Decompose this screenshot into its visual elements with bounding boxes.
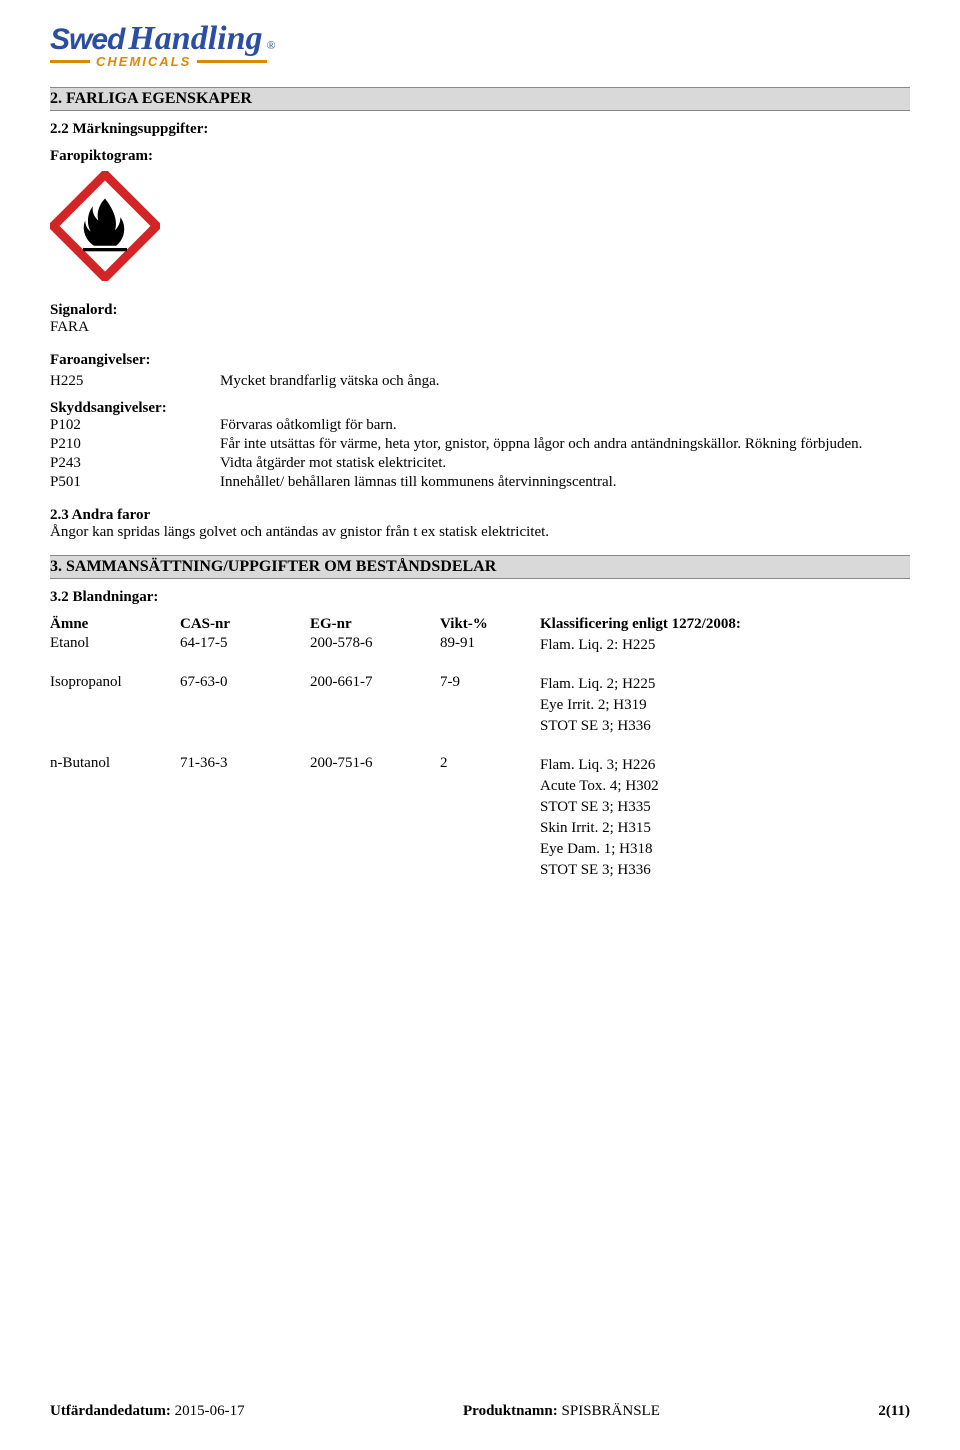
precaution-row: P501 Innehållet/ behållaren lämnas till … xyxy=(50,474,910,491)
precaution-code: P210 xyxy=(50,436,220,453)
logo-registered: ® xyxy=(267,38,276,53)
precaution-row: P210 Får inte utsättas för värme, heta y… xyxy=(50,436,910,453)
precaution-text: Innehållet/ behållaren lämnas till kommu… xyxy=(220,474,910,491)
table-row: Etanol 64-17-5 200-578-6 89-91 Flam. Liq… xyxy=(50,635,910,656)
brand-logo: Swed Handling ® CHEMICALS xyxy=(50,20,910,69)
cell-eg: 200-751-6 xyxy=(310,755,440,772)
precaution-row: P102 Förvaras oåtkomligt för barn. xyxy=(50,417,910,434)
andra-faror-text: Ångor kan spridas längs golvet och antän… xyxy=(50,524,910,541)
section-2-header: 2. FARLIGA EGENSKAPER xyxy=(50,87,910,111)
klass-line: Flam. Liq. 2: H225 xyxy=(540,635,910,656)
table-header-row: Ämne CAS-nr EG-nr Vikt-% Klassificering … xyxy=(50,616,910,633)
signalord-label: Signalord: xyxy=(50,302,910,319)
faroangivelser-label: Faroangivelser: xyxy=(50,352,910,369)
cell-vikt: 7-9 xyxy=(440,674,540,691)
hazard-code: H225 xyxy=(50,373,220,390)
footer-date-value: 2015-06-17 xyxy=(175,1403,245,1419)
cell-eg: 200-578-6 xyxy=(310,635,440,652)
precaution-code: P501 xyxy=(50,474,220,491)
section-3-header: 3. SAMMANSÄTTNING/UPPGIFTER OM BESTÅNDSD… xyxy=(50,555,910,579)
cell-vikt: 2 xyxy=(440,755,540,772)
cell-amne: Isopropanol xyxy=(50,674,180,691)
footer-product-value: SPISBRÄNSLE xyxy=(562,1403,660,1419)
cell-vikt: 89-91 xyxy=(440,635,540,652)
klass-line: Eye Dam. 1; H318 xyxy=(540,839,910,860)
footer-product: Produktnamn: SPISBRÄNSLE xyxy=(463,1403,660,1420)
klass-line: Eye Irrit. 2; H319 xyxy=(540,695,910,716)
precaution-code: P102 xyxy=(50,417,220,434)
col-header-cas: CAS-nr xyxy=(180,616,310,633)
other-hazards: 2.3 Andra faror Ångor kan spridas längs … xyxy=(50,507,910,541)
table-row: n-Butanol 71-36-3 200-751-6 2 Flam. Liq.… xyxy=(50,755,910,881)
col-header-amne: Ämne xyxy=(50,616,180,633)
klass-line: STOT SE 3; H335 xyxy=(540,797,910,818)
hazard-text: Mycket brandfarlig vätska och ånga. xyxy=(220,373,910,390)
col-header-vikt: Vikt-% xyxy=(440,616,540,633)
logo-bar-left xyxy=(50,60,90,63)
logo-bar-right xyxy=(197,60,267,63)
footer-page: 2(11) xyxy=(878,1403,910,1420)
subsection-3-2: 3.2 Blandningar: xyxy=(50,589,910,606)
klass-line: STOT SE 3; H336 xyxy=(540,716,910,737)
klass-line: STOT SE 3; H336 xyxy=(540,860,910,881)
footer-product-label: Produktnamn: xyxy=(463,1403,562,1419)
cell-klass: Flam. Liq. 3; H226 Acute Tox. 4; H302 ST… xyxy=(540,755,910,881)
cell-eg: 200-661-7 xyxy=(310,674,440,691)
precaution-row: P243 Vidta åtgärder mot statisk elektric… xyxy=(50,455,910,472)
composition-table: Ämne CAS-nr EG-nr Vikt-% Klassificering … xyxy=(50,616,910,881)
cell-cas: 71-36-3 xyxy=(180,755,310,772)
precautionary-statements: P102 Förvaras oåtkomligt för barn. P210 … xyxy=(50,417,910,491)
precaution-text: Får inte utsättas för värme, heta ytor, … xyxy=(220,436,910,453)
precaution-code: P243 xyxy=(50,455,220,472)
hazard-row: H225 Mycket brandfarlig vätska och ånga. xyxy=(50,373,910,390)
col-header-eg: EG-nr xyxy=(310,616,440,633)
cell-klass: Flam. Liq. 2: H225 xyxy=(540,635,910,656)
page-footer: Utfärdandedatum: 2015-06-17 Produktnamn:… xyxy=(50,1403,910,1420)
skyddsangivelser-label: Skyddsangivelser: xyxy=(50,400,910,417)
hazard-statements: H225 Mycket brandfarlig vätska och ånga. xyxy=(50,373,910,390)
cell-cas: 64-17-5 xyxy=(180,635,310,652)
col-header-klass: Klassificering enligt 1272/2008: xyxy=(540,616,910,633)
footer-date: Utfärdandedatum: 2015-06-17 xyxy=(50,1403,245,1420)
klass-line: Skin Irrit. 2; H315 xyxy=(540,818,910,839)
cell-klass: Flam. Liq. 2; H225 Eye Irrit. 2; H319 ST… xyxy=(540,674,910,737)
klass-line: Flam. Liq. 3; H226 xyxy=(540,755,910,776)
precaution-text: Vidta åtgärder mot statisk elektricitet. xyxy=(220,455,910,472)
signalord-value: FARA xyxy=(50,319,910,336)
cell-amne: n-Butanol xyxy=(50,755,180,772)
logo-text-swed: Swed xyxy=(50,23,124,57)
precaution-text: Förvaras oåtkomligt för barn. xyxy=(220,417,910,434)
cell-amne: Etanol xyxy=(50,635,180,652)
faropiktogram-label: Faropiktogram: xyxy=(50,148,910,165)
andra-faror-label: 2.3 Andra faror xyxy=(50,507,910,524)
footer-date-label: Utfärdandedatum: xyxy=(50,1403,175,1419)
logo-chemicals: CHEMICALS xyxy=(96,54,191,69)
logo-text-handling: Handling xyxy=(128,20,262,58)
flame-icon xyxy=(50,171,160,281)
klass-line: Acute Tox. 4; H302 xyxy=(540,776,910,797)
cell-cas: 67-63-0 xyxy=(180,674,310,691)
table-row: Isopropanol 67-63-0 200-661-7 7-9 Flam. … xyxy=(50,674,910,737)
ghs-flammable-pictogram xyxy=(50,171,910,286)
klass-line: Flam. Liq. 2; H225 xyxy=(540,674,910,695)
subsection-2-2: 2.2 Märkningsuppgifter: xyxy=(50,121,910,138)
